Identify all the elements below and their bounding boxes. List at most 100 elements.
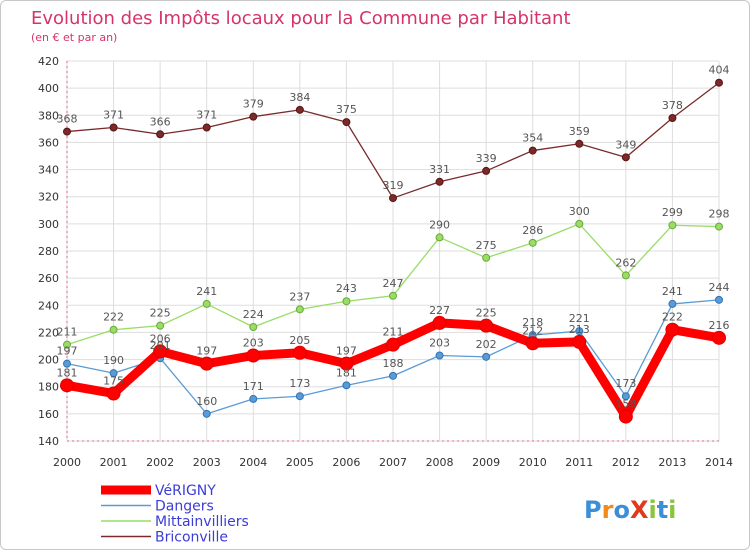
data-label-mittainvilliers: 300 [569, 205, 590, 218]
series-layer [60, 78, 726, 424]
y-tick-label: 380 [38, 109, 59, 122]
y-tick-label: 360 [38, 136, 59, 149]
y-tick-label: 200 [38, 354, 59, 367]
data-point-mittainvilliers [575, 219, 584, 228]
data-label-v-rigny: 205 [289, 334, 310, 347]
data-label-mittainvilliers: 275 [476, 239, 497, 252]
data-point-mittainvilliers [109, 325, 118, 334]
data-label-dangers: 160 [196, 395, 217, 408]
axes: 140 160 180 200 220 240 260 280 300 320 340 360 380 4… [38, 55, 733, 469]
data-label-dangers: 203 [429, 337, 450, 350]
brand-logo: ProXiti [584, 496, 676, 524]
data-point-mittainvilliers [202, 299, 211, 308]
y-tick-label: 300 [38, 218, 59, 231]
y-tick-label: 240 [38, 299, 59, 312]
x-tick-label: 2008 [426, 456, 454, 469]
data-point-v-rigny [618, 409, 633, 424]
data-label-v-rigny: 222 [662, 311, 683, 324]
data-point-dangers [249, 394, 258, 403]
data-point-briconville [528, 146, 537, 155]
data-label-v-rigny: 206 [150, 332, 171, 345]
data-point-v-rigny [60, 378, 74, 393]
x-tick-label: 2013 [658, 456, 686, 469]
data-point-dangers [435, 351, 444, 360]
data-point-mittainvilliers [435, 233, 444, 242]
data-point-v-rigny [292, 345, 307, 360]
data-label-v-rigny: 203 [243, 337, 264, 350]
data-point-mittainvilliers [715, 222, 723, 231]
data-label-mittainvilliers: 243 [336, 282, 357, 295]
data-point-dangers [668, 299, 677, 308]
data-label-briconville: 371 [196, 109, 217, 122]
data-point-mittainvilliers [249, 323, 258, 331]
data-label-mittainvilliers: 262 [615, 256, 636, 269]
data-label-dangers: 181 [336, 366, 357, 379]
data-point-v-rigny [106, 386, 121, 401]
legend-label-mittainvilliers: Mittainvilliers [155, 514, 249, 530]
data-label-v-rigny: 225 [476, 307, 497, 320]
data-point-dangers [482, 352, 491, 361]
y-tick-label: 400 [38, 82, 59, 95]
data-point-briconville [482, 166, 491, 175]
x-tick-label: 2012 [612, 456, 640, 469]
legend-label-dangers: Dangers [155, 499, 214, 515]
data-point-mittainvilliers [668, 221, 677, 230]
data-point-briconville [249, 112, 258, 121]
data-point-v-rigny [339, 356, 354, 371]
data-point-v-rigny [525, 336, 540, 351]
data-label-dangers: 241 [662, 285, 683, 298]
data-point-mittainvilliers [156, 321, 165, 330]
y-tick-label: 260 [38, 272, 59, 285]
x-tick-label: 2000 [53, 456, 81, 469]
data-label-v-rigny: 227 [429, 304, 450, 317]
data-label-dangers: 201 [150, 339, 171, 352]
y-tick-label: 320 [38, 191, 59, 204]
data-point-dangers [202, 409, 211, 418]
y-tick-label: 140 [38, 435, 59, 448]
data-point-mittainvilliers [482, 253, 491, 262]
data-label-dangers: 173 [289, 377, 310, 390]
data-label-dangers: 173 [615, 377, 636, 390]
data-point-briconville [342, 118, 351, 127]
chart-subtitle: (en € et par an) [31, 31, 117, 44]
y-tick-label: 420 [38, 55, 59, 68]
data-point-v-rigny [712, 330, 726, 345]
data-point-dangers [295, 392, 304, 401]
data-point-briconville [63, 127, 71, 136]
data-label-v-rigny: 197 [196, 345, 217, 358]
data-point-dangers [715, 295, 723, 304]
data-label-briconville: 368 [57, 113, 78, 126]
data-label-mittainvilliers: 299 [662, 206, 683, 219]
data-label-v-rigny: 212 [522, 324, 543, 337]
y-tick-label: 220 [38, 326, 59, 339]
data-point-v-rigny [572, 334, 587, 349]
brand-text: ProXiti [584, 496, 676, 524]
data-label-briconville: 319 [383, 179, 404, 192]
data-label-mittainvilliers: 290 [429, 218, 450, 231]
data-labels: 368 371 366 371 379 384 375 319 331 339 354 359 349 3… [57, 64, 730, 411]
data-label-dangers: 202 [476, 338, 497, 351]
data-point-mittainvilliers [389, 291, 397, 300]
data-label-briconville: 366 [150, 115, 171, 128]
data-point-briconville [668, 114, 677, 122]
data-point-dangers [621, 392, 630, 401]
data-point-mittainvilliers [295, 305, 304, 314]
data-label-mittainvilliers: 222 [103, 311, 124, 324]
data-point-briconville [389, 194, 397, 203]
x-tick-label: 2007 [379, 456, 407, 469]
data-label-dangers: 188 [383, 357, 404, 370]
data-label-v-rigny: 213 [569, 323, 590, 336]
data-point-briconville [156, 130, 165, 139]
data-label-mittainvilliers: 241 [196, 285, 217, 298]
data-point-dangers [109, 369, 118, 378]
chart-title: Evolution des Impôts locaux pour la Comm… [31, 8, 571, 29]
data-label-briconville: 359 [569, 125, 590, 138]
x-tick-label: 2010 [519, 456, 547, 469]
data-point-v-rigny [386, 337, 400, 352]
x-tick-label: 2005 [286, 456, 314, 469]
data-label-dangers: 190 [103, 354, 124, 367]
data-label-briconville: 379 [243, 98, 264, 111]
data-point-v-rigny [665, 322, 680, 337]
